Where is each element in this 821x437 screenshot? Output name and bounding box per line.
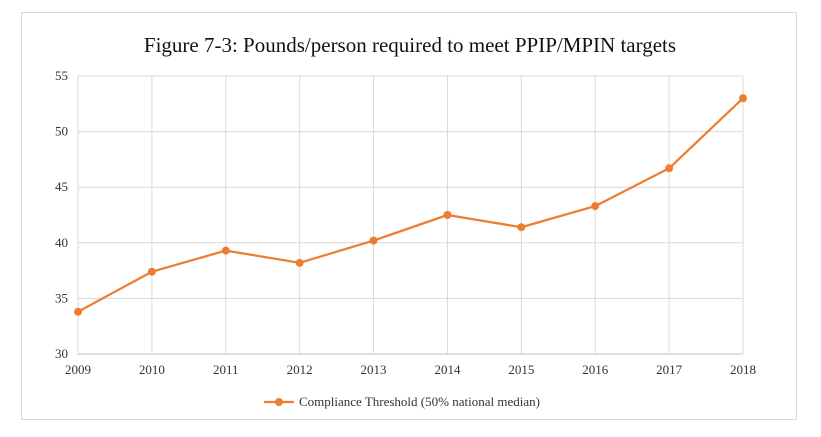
x-tick-label-2011: 2011 xyxy=(213,362,239,377)
y-tick-label-55: 55 xyxy=(55,68,68,83)
x-tick-label-2018: 2018 xyxy=(730,362,756,377)
x-tick-label-2013: 2013 xyxy=(361,362,387,377)
x-axis-tick-labels: 2009 2010 2011 2012 2013 2014 2015 2016 2017 2018 xyxy=(65,362,756,377)
x-tick-label-2016: 2016 xyxy=(582,362,609,377)
data-point-2016[interactable] xyxy=(591,202,600,211)
x-tick-label-2015: 2015 xyxy=(508,362,534,377)
legend-label: Compliance Threshold (50% national media… xyxy=(299,394,540,409)
y-tick-label-40: 40 xyxy=(55,235,68,250)
series-line-0 xyxy=(77,97,744,313)
data-point-2009[interactable] xyxy=(74,307,82,316)
y-axis-tick-labels: 30 35 40 45 50 55 xyxy=(55,68,68,361)
data-point-2014[interactable] xyxy=(443,211,452,219)
y-tick-label-45: 45 xyxy=(55,179,68,194)
chart-title: Figure 7-3: Pounds/person required to me… xyxy=(144,33,676,57)
data-point-2011[interactable] xyxy=(221,246,230,255)
data-point-2013[interactable] xyxy=(369,236,378,245)
x-tick-label-2014: 2014 xyxy=(434,362,461,377)
y-tick-label-30: 30 xyxy=(55,346,68,361)
data-point-2012[interactable] xyxy=(295,258,304,267)
data-point-2018[interactable] xyxy=(739,94,747,103)
data-point-2017[interactable] xyxy=(665,164,674,173)
x-tick-label-2012: 2012 xyxy=(287,362,313,377)
series-group xyxy=(74,94,747,316)
data-point-2015[interactable] xyxy=(517,223,526,232)
chart-frame xyxy=(21,12,797,420)
legend[interactable]: Compliance Threshold (50% national media… xyxy=(264,394,540,409)
data-point-2010[interactable] xyxy=(147,267,156,276)
gridlines xyxy=(77,75,744,355)
y-tick-label-35: 35 xyxy=(55,290,68,305)
legend-swatch-marker xyxy=(275,398,283,406)
y-tick-label-50: 50 xyxy=(55,124,68,139)
x-tick-label-2009: 2009 xyxy=(65,362,91,377)
x-tick-label-2010: 2010 xyxy=(139,362,165,377)
x-tick-label-2017: 2017 xyxy=(656,362,683,377)
